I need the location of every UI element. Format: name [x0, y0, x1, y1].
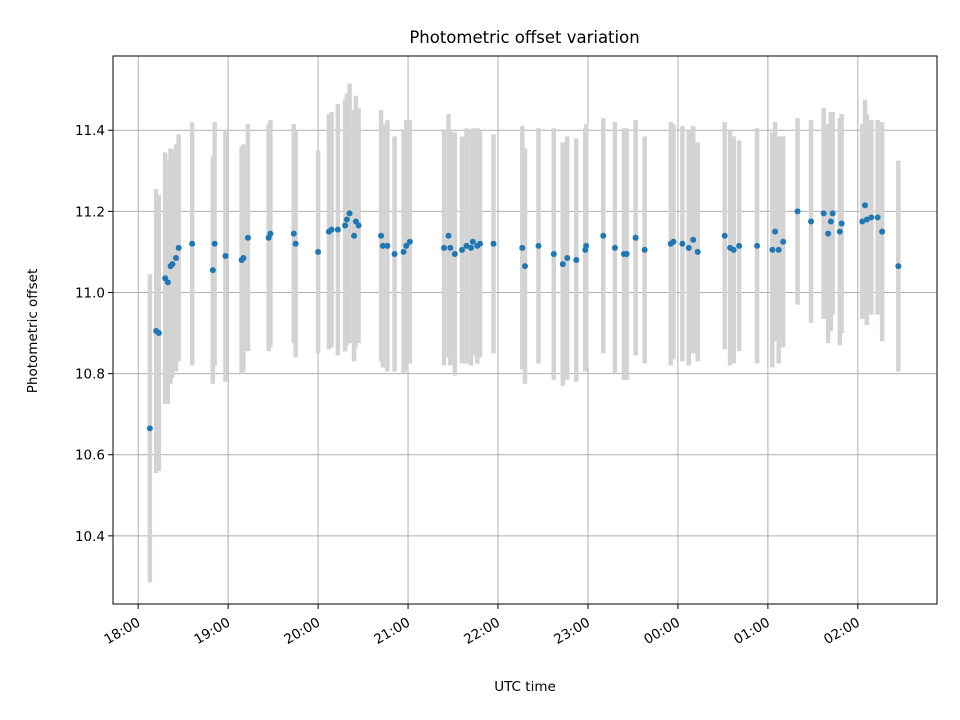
data-point — [391, 250, 398, 257]
data-point — [535, 242, 542, 249]
data-point — [222, 252, 229, 259]
y-axis-label: Photometric offset — [25, 269, 41, 393]
data-point — [730, 246, 737, 253]
data-point — [459, 246, 466, 253]
data-point — [441, 244, 448, 251]
data-point — [267, 230, 274, 237]
data-point — [522, 263, 528, 270]
data-point — [384, 242, 391, 249]
data-point — [775, 246, 782, 253]
data-point — [164, 279, 171, 286]
data-point — [794, 208, 801, 215]
data-point — [469, 238, 476, 245]
data-point — [403, 242, 410, 249]
data-point — [172, 255, 179, 262]
data-point — [769, 246, 776, 253]
data-point — [490, 240, 497, 247]
data-point — [836, 228, 843, 235]
data-point — [334, 226, 341, 233]
data-point — [825, 230, 832, 237]
data-point — [736, 242, 743, 249]
data-point — [342, 222, 349, 229]
data-point — [694, 248, 701, 255]
data-point — [211, 240, 218, 247]
data-point — [632, 234, 639, 241]
data-point — [379, 242, 386, 249]
data-point — [862, 202, 869, 209]
data-point — [519, 244, 526, 251]
data-point — [468, 244, 475, 251]
data-point — [445, 232, 452, 239]
data-points — [146, 202, 902, 432]
data-point — [146, 425, 153, 432]
data-point — [838, 220, 845, 227]
data-point — [772, 228, 779, 235]
data-point — [209, 267, 216, 274]
data-point — [895, 263, 902, 270]
data-point — [477, 240, 484, 247]
data-point — [315, 248, 322, 255]
data-point — [290, 230, 297, 237]
data-point — [685, 244, 692, 251]
data-point — [155, 330, 162, 337]
plot-area-frame — [112, 55, 938, 605]
data-point — [355, 222, 362, 229]
data-point — [244, 234, 251, 241]
y-axis-ticks: 10.4 10.6 10.8 11.0 11.2 11.4 — [75, 123, 113, 545]
data-point — [573, 257, 580, 264]
y-tick-label: 11.4 — [75, 123, 105, 139]
data-point — [808, 218, 815, 225]
data-point — [679, 240, 686, 247]
data-point — [879, 228, 886, 235]
data-point — [859, 218, 866, 225]
data-point — [406, 238, 413, 245]
data-point — [343, 216, 350, 223]
data-point — [463, 242, 470, 249]
y-tick-label: 10.4 — [75, 529, 105, 545]
data-point — [451, 250, 458, 257]
data-point — [550, 250, 557, 257]
y-tick-label: 10.6 — [75, 448, 105, 464]
data-point — [721, 232, 728, 239]
data-point — [559, 261, 566, 268]
data-point — [175, 244, 182, 251]
data-point — [400, 248, 407, 255]
data-point — [600, 232, 607, 239]
data-point — [351, 232, 358, 239]
data-point — [564, 255, 571, 262]
data-point — [611, 244, 618, 251]
data-point — [328, 226, 335, 233]
data-point — [346, 210, 353, 217]
data-point — [447, 244, 454, 251]
y-tick-label: 10.8 — [75, 367, 105, 383]
data-point — [169, 261, 176, 268]
data-point — [868, 214, 875, 221]
y-tick-label: 11.2 — [75, 204, 105, 220]
data-point — [670, 238, 677, 245]
data-point — [827, 218, 834, 225]
data-point — [690, 236, 697, 243]
data-point — [378, 232, 385, 239]
data-point — [863, 216, 870, 223]
data-point — [292, 240, 299, 247]
data-point — [780, 238, 787, 245]
x-axis-label: UTC time — [494, 679, 556, 695]
data-point — [829, 210, 836, 217]
data-point — [240, 255, 247, 262]
data-point — [874, 214, 881, 221]
data-point — [820, 210, 827, 217]
y-tick-label: 11.0 — [75, 285, 105, 301]
data-point — [189, 240, 196, 247]
data-point — [754, 242, 761, 249]
data-point — [641, 246, 648, 253]
data-point — [623, 250, 630, 257]
data-point — [583, 242, 590, 249]
chart-title: Photometric offset variation — [409, 28, 639, 47]
